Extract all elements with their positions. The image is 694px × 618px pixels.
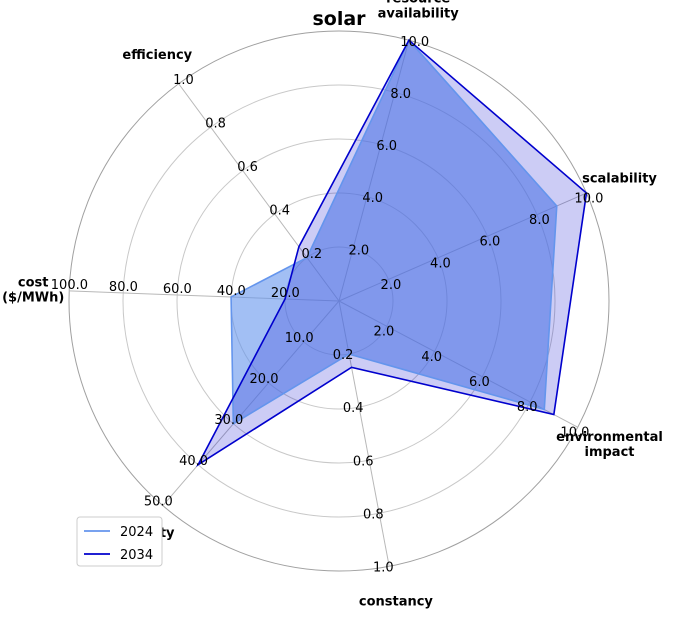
tick-label: 0.2: [301, 247, 322, 262]
outer-ring: [68, 30, 610, 572]
axis-label-6: efficiency: [122, 48, 192, 63]
radar-tick-labels: 2.0 4.0 6.0 8.0 10.0 2.0 4.0 6.0 8.0 10.0 2.0 4.0 6.…: [51, 35, 604, 576]
tick-label: 20.0: [271, 286, 300, 301]
radar-series: [196, 38, 588, 468]
grid-ring-4: [122, 84, 556, 518]
series-line-2034: [196, 38, 588, 468]
tick-label: 0.4: [269, 204, 290, 219]
tick-label: 0.6: [353, 454, 374, 469]
tick-label: 60.0: [163, 282, 192, 297]
axis-label-3: constancy: [359, 595, 434, 610]
tick-label: 0.8: [205, 117, 226, 132]
tick-label: 80.0: [109, 280, 138, 295]
tick-label: 2.0: [381, 278, 402, 293]
tick-label: 1.0: [373, 560, 394, 575]
axis-label-0: resourceavailability: [378, 0, 460, 21]
tick-label: 6.0: [480, 235, 501, 250]
tick-label: 4.0: [362, 191, 383, 206]
tick-label: 0.4: [343, 401, 364, 416]
tick-label: 20.0: [250, 372, 279, 387]
tick-label: 10.0: [574, 192, 603, 207]
legend-label-2024: 2024: [120, 525, 153, 540]
tick-label: 0.8: [363, 507, 384, 522]
tick-label: 10.0: [400, 35, 429, 50]
tick-label: 6.0: [469, 375, 490, 390]
tick-label: 1.0: [173, 73, 194, 88]
tick-label: 30.0: [214, 413, 243, 428]
tick-label: 10.0: [285, 331, 314, 346]
radar-axis-labels: resourceavailability scalability environme…: [2, 0, 663, 610]
axis-label-2: environmental impact: [556, 430, 663, 460]
tick-label: 10.0: [560, 426, 589, 441]
tick-label: 0.6: [237, 160, 258, 175]
tick-label: 2.0: [348, 243, 369, 258]
tick-label: 100.0: [51, 278, 88, 293]
tick-label: 6.0: [376, 139, 397, 154]
axis-label-1: scalability: [582, 172, 657, 187]
tick-label: 8.0: [529, 213, 550, 228]
series-fill-2034: [198, 40, 587, 465]
tick-label: 8.0: [390, 87, 411, 102]
legend-label-2034: 2034: [120, 548, 153, 563]
tick-label: 50.0: [144, 495, 173, 510]
axis-label-5: cost ($/MWh): [2, 276, 64, 306]
legend: 2024 2034: [76, 516, 163, 567]
tick-label: 0.2: [333, 348, 354, 363]
series-fill-2024: [231, 40, 557, 424]
tick-label: 8.0: [517, 400, 538, 415]
tick-label: 2.0: [374, 325, 395, 340]
tick-label: 40.0: [179, 454, 208, 469]
tick-label: 4.0: [421, 350, 442, 365]
tick-label: 40.0: [217, 284, 246, 299]
chart-title: solar: [312, 8, 366, 30]
tick-label: 4.0: [430, 256, 451, 271]
